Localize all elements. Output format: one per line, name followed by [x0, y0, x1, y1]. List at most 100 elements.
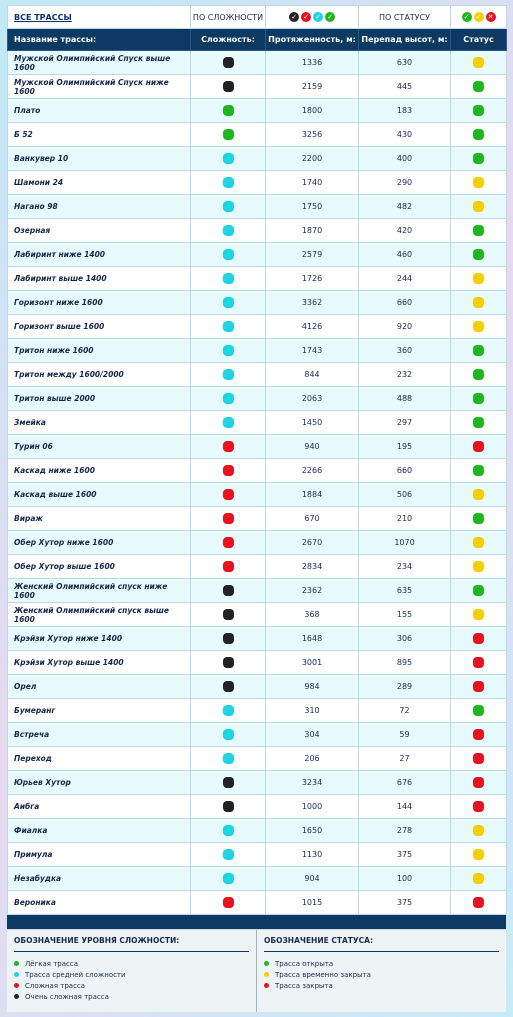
difficulty-cell — [190, 866, 266, 891]
difficulty-dot — [222, 417, 234, 428]
trail-name: Аибга — [7, 794, 191, 819]
filter-temp[interactable]: ✓ — [473, 12, 484, 22]
difficulty-cell — [190, 434, 266, 459]
trail-row: Переход 206 27 — [7, 746, 507, 771]
difficulty-cell — [190, 674, 266, 699]
difficulty-dot — [222, 105, 234, 116]
difficulty-cell — [190, 242, 266, 267]
trail-length: 1740 — [265, 170, 359, 195]
trail-length: 2159 — [265, 74, 359, 99]
trail-length: 940 — [265, 434, 359, 459]
legend-item: Очень сложная трасса — [14, 991, 249, 1002]
trail-name: Плато — [7, 98, 191, 123]
difficulty-dot — [222, 369, 234, 380]
status-dot — [473, 897, 484, 908]
trail-length: 1130 — [265, 842, 359, 867]
status-cell — [450, 218, 507, 243]
trail-name: Шамони 24 — [7, 170, 191, 195]
trail-name: Юрьев Хутор — [7, 770, 191, 795]
status-dot — [473, 489, 484, 500]
trail-name: Примула — [7, 842, 191, 867]
trail-drop: 488 — [358, 386, 451, 411]
trail-row: Орел 984 289 — [7, 674, 507, 699]
status-cell — [450, 746, 507, 771]
difficulty-dot — [222, 129, 234, 140]
status-cell — [450, 410, 507, 435]
trail-drop: 234 — [358, 554, 451, 579]
trail-name: Ванкувер 10 — [7, 146, 191, 171]
status-cell — [450, 554, 507, 579]
legend-dot — [264, 983, 269, 988]
trail-row: Встреча 304 59 — [7, 722, 507, 747]
status-cell — [450, 866, 507, 891]
filter-green[interactable]: ✓ — [325, 12, 335, 22]
status-cell — [450, 506, 507, 531]
trail-name: Вираж — [7, 506, 191, 531]
trail-name: Тритон выше 2000 — [7, 386, 191, 411]
trail-drop: 289 — [358, 674, 451, 699]
difficulty-cell — [190, 626, 266, 651]
difficulty-dot — [222, 393, 234, 404]
status-cell — [450, 842, 507, 867]
status-dot — [473, 753, 484, 764]
trail-row: Б 52 3256 430 — [7, 122, 507, 147]
difficulty-cell — [190, 746, 266, 771]
legend-dot — [14, 961, 19, 966]
difficulty-filter[interactable]: ПО СЛОЖНОСТИ — [190, 5, 266, 29]
trail-drop: 660 — [358, 458, 451, 483]
trail-name: Лабиринт выше 1400 — [7, 266, 191, 291]
status-cell — [450, 266, 507, 291]
trail-name: Змейка — [7, 410, 191, 435]
filter-red[interactable]: ✓ — [301, 12, 311, 22]
filter-blue[interactable]: ✓ — [313, 12, 323, 22]
trail-length: 1000 — [265, 794, 359, 819]
trail-drop: 676 — [358, 770, 451, 795]
difficulty-cell — [190, 578, 266, 603]
trail-row: Вираж 670 210 — [7, 506, 507, 531]
status-dot — [473, 825, 484, 836]
trail-drop: 232 — [358, 362, 451, 387]
trail-length: 1450 — [265, 410, 359, 435]
legend-title: ОБОЗНАЧЕНИЕ СТАТУСА: — [264, 934, 499, 952]
trail-length: 368 — [265, 602, 359, 627]
filter-closed[interactable]: ✕ — [485, 12, 496, 22]
trail-drop: 920 — [358, 314, 451, 339]
trail-name: Каскад выше 1600 — [7, 482, 191, 507]
status-dot — [473, 561, 484, 572]
status-cell — [450, 290, 507, 315]
trail-name: Б 52 — [7, 122, 191, 147]
status-dot — [473, 777, 484, 788]
trail-row: Озерная 1870 420 — [7, 218, 507, 243]
divider — [7, 915, 506, 929]
trail-length: 2200 — [265, 146, 359, 171]
filter-open[interactable]: ✓ — [461, 12, 472, 22]
trail-length: 3001 — [265, 650, 359, 675]
difficulty-dot — [222, 201, 234, 212]
column-header: Сложность: — [190, 28, 266, 51]
trail-length: 1870 — [265, 218, 359, 243]
legend-title: ОБОЗНАЧЕНИЕ УРОВНЯ СЛОЖНОСТИ: — [14, 934, 249, 952]
trail-name: Тритон ниже 1600 — [7, 338, 191, 363]
status-dot — [473, 705, 484, 716]
status-dot — [473, 681, 484, 692]
difficulty-cell — [190, 146, 266, 171]
all-filter[interactable]: ВСЕ ТРАССЫ — [14, 12, 72, 22]
difficulty-dot — [222, 849, 234, 860]
filter-black[interactable]: ✓ — [289, 12, 299, 22]
trail-row: Горизонт выше 1600 4126 920 — [7, 314, 507, 339]
status-filter[interactable]: ПО СТАТУСУ — [358, 5, 451, 29]
status-cell — [450, 794, 507, 819]
difficulty-cell — [190, 194, 266, 219]
trail-row: Крэйзи Хутор ниже 1400 1648 306 — [7, 626, 507, 651]
difficulty-dot — [222, 321, 234, 332]
trail-length: 3234 — [265, 770, 359, 795]
status-dot — [473, 201, 484, 212]
trail-name: Встреча — [7, 722, 191, 747]
status-dot — [473, 633, 484, 644]
trail-drop: 27 — [358, 746, 451, 771]
status-dot — [473, 585, 484, 596]
column-header: Название трассы: — [7, 28, 191, 51]
status-legend: ОБОЗНАЧЕНИЕ СТАТУСА: Трасса открыта Трасса… — [257, 930, 506, 1012]
trail-drop: 506 — [358, 482, 451, 507]
legend-label: Трасса средней сложности — [25, 970, 126, 979]
